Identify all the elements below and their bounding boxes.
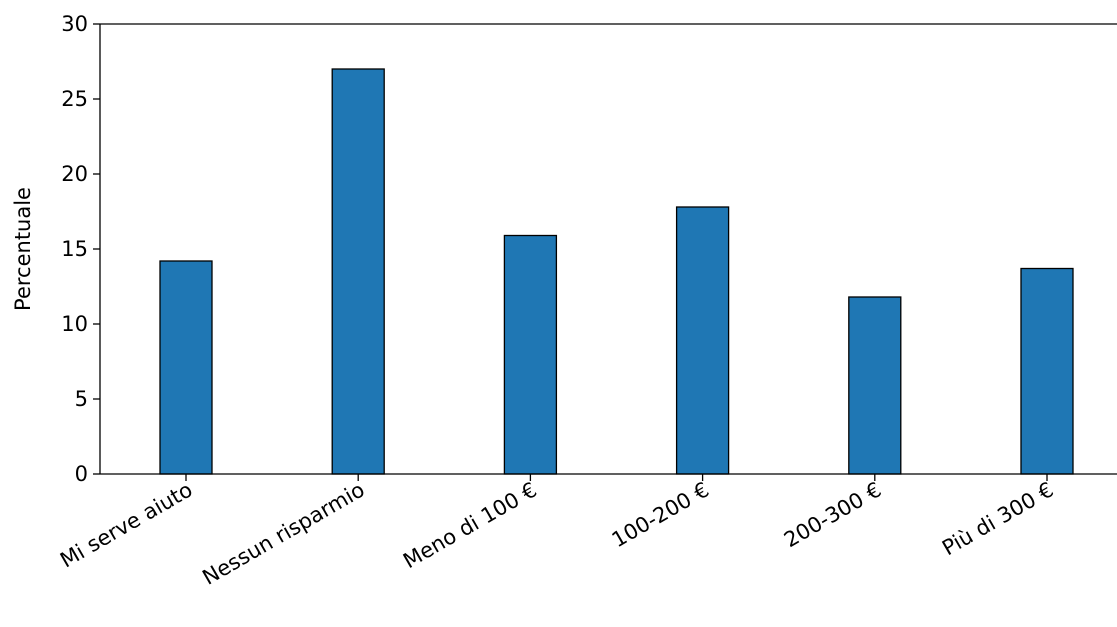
y-tick-label-3: 15 xyxy=(61,237,88,261)
x-tick-label-2: Meno di 100 € xyxy=(399,478,541,574)
y-tick-label-0: 0 xyxy=(75,462,88,486)
y-tick-label-1: 5 xyxy=(75,387,88,411)
bar-4 xyxy=(848,296,902,475)
bars-group xyxy=(159,68,1074,475)
y-tick-label-2: 10 xyxy=(61,312,88,336)
x-tick-label-0: Mi serve aiuto xyxy=(56,478,196,573)
x-tick-label-5: Più di 300 € xyxy=(938,478,1057,561)
axes-group xyxy=(99,23,1117,475)
y-tick-label-4: 20 xyxy=(61,162,88,186)
y-tick-label-5: 25 xyxy=(61,87,88,111)
bar-0 xyxy=(159,260,213,475)
bar-3 xyxy=(675,206,730,475)
y-tick-label-6: 30 xyxy=(61,12,88,36)
x-tick-label-4: 200-300 € xyxy=(780,478,885,553)
x-tick-label-1: Nessun risparmio xyxy=(198,478,368,590)
bar-1 xyxy=(331,68,385,475)
bar-2 xyxy=(503,234,558,475)
bar-5 xyxy=(1020,267,1074,475)
y-ticks-group: 0 5 10 15 20 25 30 xyxy=(61,12,100,486)
y-axis-title: Percentuale xyxy=(11,187,35,311)
x-tick-label-3: 100-200 € xyxy=(608,478,713,553)
x-ticks-group: Mi serve aiuto Nessun risparmio Meno di 10… xyxy=(56,474,1058,590)
